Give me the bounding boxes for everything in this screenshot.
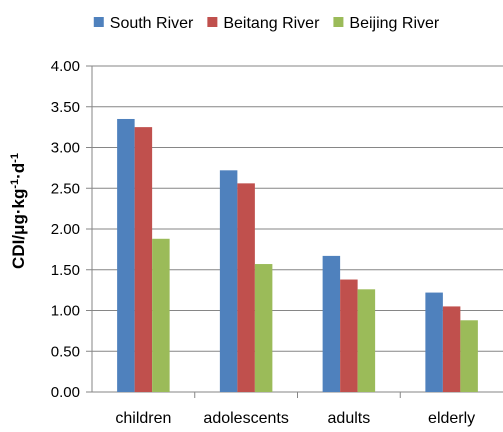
y-axis-label-mid: ·d xyxy=(9,163,28,179)
legend-label: Beijing River xyxy=(349,15,439,32)
y-tick-label: 0.00 xyxy=(51,384,80,401)
y-tick-label: 1.00 xyxy=(51,303,80,320)
x-tick-label: children xyxy=(115,410,171,427)
bar-adolescents-beijing-river xyxy=(254,264,273,392)
bar-adults-beitang-river xyxy=(340,279,358,392)
bar-adults-beijing-river xyxy=(357,289,376,392)
y-axis-label: CDI/μg·kg-1·d-1 xyxy=(9,153,28,269)
bar-adolescents-beitang-river xyxy=(237,183,255,392)
y-tick-label: 2.00 xyxy=(51,221,80,238)
bar-children-south-river xyxy=(117,118,135,392)
y-tick-label: 1.50 xyxy=(51,262,80,279)
y-tick-label: 3.50 xyxy=(51,99,80,116)
y-tick-label: 4.00 xyxy=(51,58,80,75)
bar-children-beijing-river xyxy=(152,238,170,392)
bar-children-beitang-river xyxy=(134,127,153,392)
bar-adults-south-river xyxy=(322,255,341,392)
bar-elderly-beitang-river xyxy=(442,306,461,392)
y-axis-label-sup2: -1 xyxy=(9,153,21,163)
legend-swatch xyxy=(207,17,218,27)
legend-label: Beitang River xyxy=(223,15,320,32)
y-tick-label: 2.50 xyxy=(51,180,80,197)
x-tick-label: elderly xyxy=(428,410,475,427)
bar-elderly-south-river xyxy=(425,292,443,392)
bars xyxy=(117,118,478,392)
bar-elderly-beijing-river xyxy=(460,320,478,392)
y-tick-label: 0.50 xyxy=(51,343,80,360)
legend-swatch xyxy=(333,17,344,27)
y-tick-label: 3.00 xyxy=(51,140,80,157)
legend: South River Beitang River Beijing River xyxy=(93,15,440,32)
y-tick-labels: 0.00 0.50 1.00 1.50 2.00 2.50 3.00 3.50 4.00 xyxy=(51,58,80,401)
x-tick-label: adults xyxy=(328,410,371,427)
bar-adolescents-south-river xyxy=(219,170,238,392)
x-tick-label: adolescents xyxy=(203,410,288,427)
x-tick-labels: children adolescents adults elderly xyxy=(115,410,475,427)
legend-swatch xyxy=(93,17,104,27)
y-axis-label-sup1: -1 xyxy=(9,179,21,189)
y-axis-label-base: CDI/μg·kg xyxy=(9,189,28,269)
legend-label: South River xyxy=(110,15,194,32)
